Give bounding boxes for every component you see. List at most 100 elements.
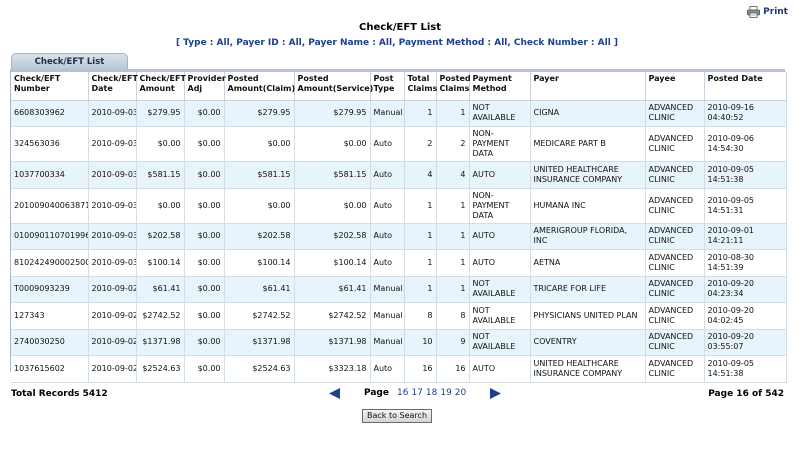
table-cell: 2 <box>404 126 437 162</box>
table-cell: 2010-09-02 <box>88 276 137 303</box>
table-cell: Auto <box>370 126 405 162</box>
table-cell: $100.14 <box>136 249 185 277</box>
table-cell: $0.00 <box>184 329 225 356</box>
table-cell: 2 <box>436 126 470 162</box>
table-cell: ADVANCED CLINIC <box>645 161 705 189</box>
table-cell: 1 <box>436 223 470 250</box>
table-cell: ADVANCED CLINIC <box>645 249 705 277</box>
table-row[interactable]: T0009093239 2010-09-02 $61.41 $0.00 $61.41 $6… <box>11 276 787 303</box>
table-cell: $279.95 <box>136 100 185 127</box>
table-cell: $581.15 <box>294 161 371 189</box>
table-cell: AUTO <box>469 249 531 277</box>
table-cell: $0.00 <box>184 355 225 383</box>
table-cell: 2740030250 <box>11 329 89 356</box>
table-cell: Manual <box>370 100 405 127</box>
table-cell: NOT AVAILABLE <box>469 276 531 303</box>
next-page-button[interactable] <box>488 387 502 399</box>
check-eft-grid: Check/EFT Number Check/EFT Date Check/EFT … <box>10 69 787 383</box>
table-row[interactable]: 6608303962 2010-09-03 $279.95 $0.00 $279.95 $… <box>11 100 787 127</box>
table-cell: 2010-09-02 <box>88 329 137 356</box>
table-row[interactable]: 1037615602 2010-09-02 $2524.63 $0.00 $2524.6… <box>11 355 787 383</box>
print-link[interactable]: Print <box>747 6 788 18</box>
table-cell: 810242490002500 <box>11 249 89 277</box>
table-cell: 2010-09-03 <box>88 161 137 189</box>
table-cell: ADVANCED CLINIC <box>645 223 705 250</box>
table-cell: NOT AVAILABLE <box>469 302 531 330</box>
page-link[interactable]: 16 <box>396 388 409 398</box>
pager: Page 16 17 18 19 20 <box>328 387 502 399</box>
table-cell: 1037615602 <box>11 355 89 383</box>
table-cell: NOT AVAILABLE <box>469 329 531 356</box>
table-cell: $202.58 <box>136 223 185 250</box>
table-row[interactable]: 127343 2010-09-02 $2742.52 $0.00 $2742.52 $27… <box>11 302 787 330</box>
table-cell: $61.41 <box>294 276 371 303</box>
back-to-search-button[interactable]: Back to Search <box>362 409 432 423</box>
prev-page-button[interactable] <box>328 387 342 399</box>
table-cell: $202.58 <box>224 223 295 250</box>
table-cell: $0.00 <box>184 249 225 277</box>
table-cell: $0.00 <box>294 126 371 162</box>
table-cell: HUMANA INC <box>530 188 646 224</box>
table-row[interactable]: 201009040063871 2010-09-03 $0.00 $0.00 $0.00… <box>11 188 787 224</box>
table-cell: $2742.52 <box>294 302 371 330</box>
table-cell: AMERIGROUP FLORIDA, INC <box>530 223 646 250</box>
table-cell: $100.14 <box>224 249 295 277</box>
page-link[interactable]: 20 <box>454 388 467 398</box>
table-cell: 9 <box>436 329 470 356</box>
table-cell: 2010-09-16 04:40:52 <box>704 100 787 127</box>
table-cell: 2010-09-03 <box>88 249 137 277</box>
table-row[interactable]: 1037700334 2010-09-03 $581.15 $0.00 $581.15 $… <box>11 161 787 189</box>
page-link[interactable]: 19 <box>440 388 452 398</box>
table-cell: 1037700334 <box>11 161 89 189</box>
table-cell: $0.00 <box>184 126 225 162</box>
table-cell: AUTO <box>469 223 531 250</box>
table-cell: 2010-09-20 04:23:34 <box>704 276 787 303</box>
table-cell: AUTO <box>469 161 531 189</box>
table-cell: 1 <box>404 223 437 250</box>
table-cell: 2010-09-02 <box>88 355 137 383</box>
column-header: Provider Adj <box>184 72 226 101</box>
table-cell: Auto <box>370 355 405 383</box>
table-cell: Auto <box>370 223 405 250</box>
table-cell: 324563036 <box>11 126 89 162</box>
tab-check-eft-list[interactable]: Check/EFT List <box>11 53 128 70</box>
table-cell: 2010-09-03 <box>88 100 137 127</box>
check-eft-table: Check/EFT Number Check/EFT Date Check/EFT … <box>11 72 787 383</box>
column-header: Payment Method <box>469 72 531 101</box>
column-header: Check/EFT Amount <box>136 72 186 101</box>
table-cell: UNITED HEALTHCARE INSURANCE COMPANY <box>530 355 646 383</box>
table-row[interactable]: 2740030250 2010-09-02 $1371.98 $0.00 $1371.9… <box>11 329 787 356</box>
column-header: Check/EFT Date <box>88 72 138 101</box>
table-cell: 2010-08-30 14:51:39 <box>704 249 787 277</box>
table-cell: 4 <box>436 161 470 189</box>
table-cell: COVENTRY <box>530 329 646 356</box>
page-label: Page <box>364 388 389 398</box>
table-cell: 201009040063871 <box>11 188 89 224</box>
table-cell: 1 <box>404 188 437 224</box>
table-cell: 16 <box>436 355 470 383</box>
table-cell: T0009093239 <box>11 276 89 303</box>
table-cell: 1 <box>436 276 470 303</box>
table-cell: $1371.98 <box>224 329 295 356</box>
table-cell: $3323.18 <box>294 355 371 383</box>
table-cell: ADVANCED CLINIC <box>645 126 705 162</box>
table-cell: Manual <box>370 329 405 356</box>
table-cell: 2010-09-02 <box>88 302 137 330</box>
page-link[interactable]: 18 <box>425 388 438 398</box>
table-cell: 2010-09-03 <box>88 223 137 250</box>
table-cell: 10 <box>404 329 437 356</box>
table-cell: $2742.52 <box>224 302 295 330</box>
printer-icon <box>747 6 761 18</box>
table-cell: 1 <box>436 188 470 224</box>
table-cell: 2010-09-20 03:55:07 <box>704 329 787 356</box>
table-cell: 8 <box>436 302 470 330</box>
page-title: Check/EFT List <box>359 22 441 33</box>
table-cell: $61.41 <box>136 276 185 303</box>
table-row[interactable]: 010090110701996 2010-09-03 $202.58 $0.00 $20… <box>11 223 787 250</box>
page-link[interactable]: 17 <box>411 388 423 398</box>
table-row[interactable]: 810242490002500 2010-09-03 $100.14 $0.00 $10… <box>11 249 787 277</box>
table-cell: $0.00 <box>294 188 371 224</box>
table-row[interactable]: 324563036 2010-09-03 $0.00 $0.00 $0.00 $0.00 A… <box>11 126 787 162</box>
table-cell: 8 <box>404 302 437 330</box>
table-cell: 2010-09-05 14:51:31 <box>704 188 787 224</box>
